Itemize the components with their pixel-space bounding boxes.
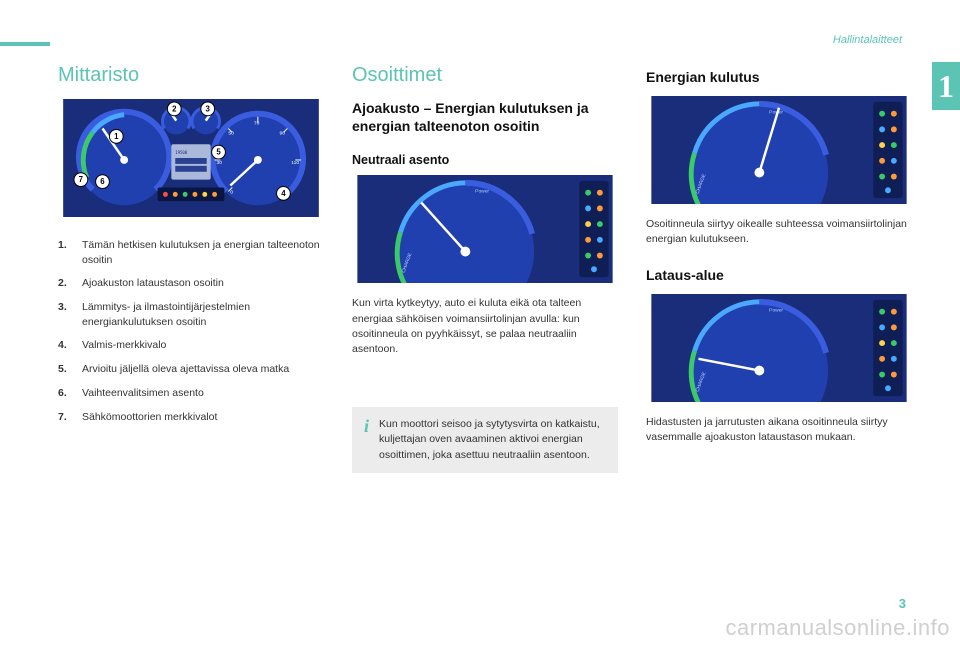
callout-5: 5 xyxy=(212,145,226,159)
svg-text:4: 4 xyxy=(281,189,286,198)
svg-text:30: 30 xyxy=(217,160,223,166)
svg-text:110: 110 xyxy=(291,160,299,166)
heading-osoittimet: Osoittimet xyxy=(352,64,618,87)
svg-text:1: 1 xyxy=(114,132,119,141)
info-box: i Kun moottori seisoo ja sytytysvirta on… xyxy=(352,407,618,473)
heading-mittaristo: Mittaristo xyxy=(58,64,324,87)
breadcrumb: Hallintalaitteet xyxy=(833,34,902,46)
neutral-description: Kun virta kytkeytyy, auto ei kuluta eikä… xyxy=(352,296,618,357)
list-item: 4.Valmis-merkkivalo xyxy=(58,338,324,353)
list-item: 2.Ajoakuston lataustason osoitin xyxy=(58,276,324,291)
list-item: 7.Sähkömoottorien merkkivalot xyxy=(58,410,324,425)
callout-7: 7 xyxy=(74,173,88,187)
subheading-kulutus: Energian kulutus xyxy=(646,68,912,86)
svg-text:Power: Power xyxy=(475,189,489,195)
charge-description: Hidastusten ja jarrutusten aikana osoiti… xyxy=(646,415,912,445)
svg-text:3: 3 xyxy=(206,104,211,113)
callout-4: 4 xyxy=(277,187,291,201)
list-item: 5.Arvioitu jäljellä oleva ajettavissa ol… xyxy=(58,362,324,377)
content-columns: Mittaristo xyxy=(58,64,912,473)
callout-3: 3 xyxy=(201,102,215,116)
instrument-cluster-image: 0 30 50 70 90 110 130 19500 xyxy=(58,99,324,217)
list-item: 3.Lämmitys- ja ilmastointijärjestelmien … xyxy=(58,300,324,329)
consumption-description: Osoitinneula siirtyy oikealle suhteessa … xyxy=(646,217,912,247)
gauge-consumption-image: CHARGE Power xyxy=(646,96,912,204)
svg-text:50: 50 xyxy=(228,130,234,136)
list-item: 1.Tämän hetkisen kulutuksen ja energian … xyxy=(58,238,324,267)
section-tab: 1 xyxy=(932,62,960,110)
subheading-lataus: Lataus-alue xyxy=(646,266,912,284)
section-number: 1 xyxy=(938,68,954,105)
subheading-neutraali: Neutraali asento xyxy=(352,153,618,167)
svg-text:0: 0 xyxy=(230,189,233,195)
column-mittaristo: Mittaristo xyxy=(58,64,324,473)
callout-2: 2 xyxy=(167,102,181,116)
watermark: carmanualsonline.info xyxy=(725,615,950,641)
svg-text:6: 6 xyxy=(100,177,105,186)
gauge-neutral-image: CHARGE Power xyxy=(352,175,618,283)
manual-page: Hallintalaitteet 1 Mittaristo xyxy=(0,0,960,649)
svg-text:19500: 19500 xyxy=(175,150,187,155)
callout-6: 6 xyxy=(96,175,110,189)
page-number: 3 xyxy=(899,596,906,611)
top-accent-bar xyxy=(0,42,50,46)
svg-text:7: 7 xyxy=(79,175,84,184)
cluster-legend-list: 1.Tämän hetkisen kulutuksen ja energian … xyxy=(58,238,324,424)
column-energia: Energian kulutus CHARGE Power xyxy=(646,64,912,473)
column-osoittimet: Osoittimet Ajoakusto – Energian kulutuks… xyxy=(352,64,618,473)
info-icon: i xyxy=(364,417,369,463)
gauge-charge-image: CHARGE Power xyxy=(646,294,912,402)
info-text: Kun moottori seisoo ja sytytysvirta on k… xyxy=(379,417,606,463)
svg-text:5: 5 xyxy=(216,148,221,157)
svg-text:90: 90 xyxy=(280,130,286,136)
svg-text:2: 2 xyxy=(172,104,177,113)
list-item: 6.Vaihteenvalitsimen asento xyxy=(58,386,324,401)
svg-text:70: 70 xyxy=(254,121,260,127)
subheading-ajoakusto: Ajoakusto – Energian kulutuksen ja energ… xyxy=(352,99,618,135)
callout-1: 1 xyxy=(109,129,123,143)
svg-text:Power: Power xyxy=(769,307,783,313)
